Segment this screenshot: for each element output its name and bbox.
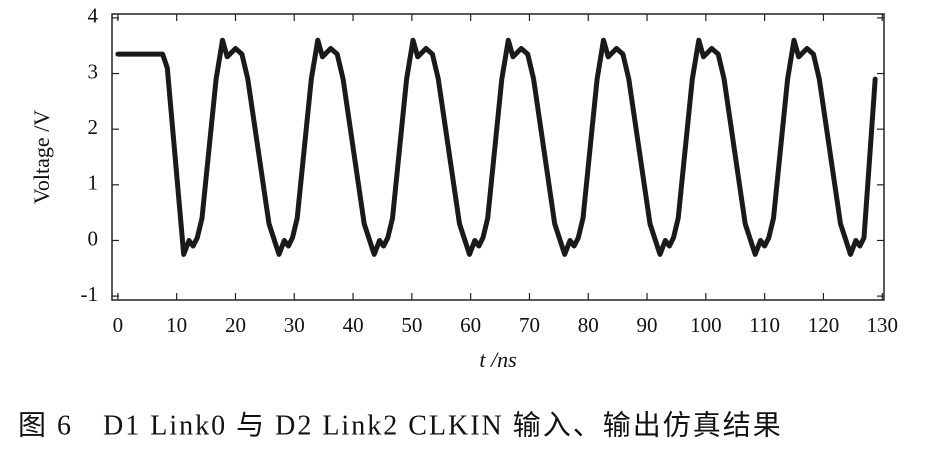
plot-frame	[111, 13, 885, 301]
x-tick-label: 70	[519, 313, 540, 337]
x-tick-label: 10	[166, 313, 187, 337]
x-tick-label: 120	[808, 313, 840, 337]
y-tick-label: 2	[88, 115, 99, 139]
x-axis-label: t /ns	[479, 347, 516, 372]
x-tick-label: 20	[225, 313, 246, 337]
x-tick-label: 110	[749, 313, 780, 337]
x-tick-label: 30	[284, 313, 305, 337]
x-tick-label: 80	[578, 313, 599, 337]
y-tick-label: -1	[81, 282, 99, 306]
x-tick-label: 100	[690, 313, 722, 337]
x-tick-label: 130	[866, 313, 898, 337]
x-tick-label: 0	[113, 313, 124, 337]
caption: 图 6 D1 Link0 与 D2 Link2 CLKIN 输入、输出仿真结果	[18, 409, 783, 441]
x-tick-label: 90	[637, 313, 658, 337]
y-tick-label: 1	[88, 171, 99, 195]
y-tick-label: 4	[88, 4, 99, 28]
y-tick-label: 3	[88, 59, 99, 83]
y-axis-label: Voltage /V	[29, 110, 54, 204]
y-tick-label: 0	[88, 226, 99, 250]
waveform	[115, 37, 878, 257]
x-tick-label: 50	[401, 313, 422, 337]
x-tick-label: 40	[343, 313, 364, 337]
x-tick-label: 60	[460, 313, 481, 337]
